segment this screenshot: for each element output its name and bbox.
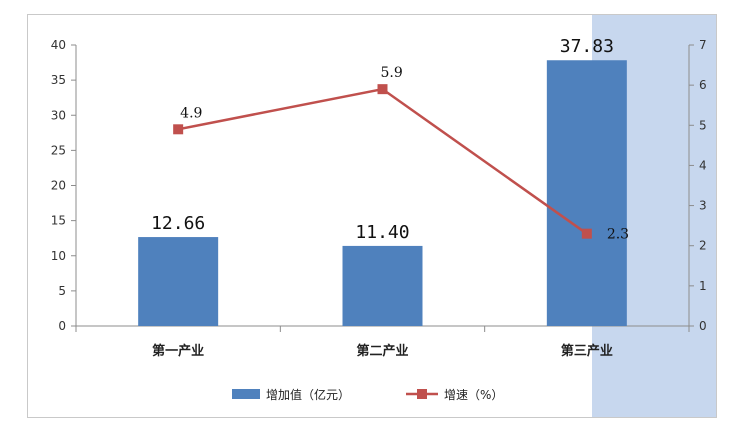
right-tick-label: 6 [699,78,707,92]
right-tick-label: 0 [699,319,707,333]
chart-frame: 0 5 10 15 20 25 30 35 40 0 1 2 3 4 5 6 7 第一产业 第二产业 第三产业 12.6… [27,14,717,418]
bar-value-label: 11.40 [355,222,409,243]
right-tick-label: 3 [699,199,707,213]
left-tick-label: 5 [58,284,66,298]
left-tick-label: 10 [51,249,66,263]
line-point-marker [173,124,184,135]
legend-line-marker [417,389,427,399]
legend-bar-swatch [232,389,260,399]
line-point-marker [581,228,592,239]
bar [546,60,627,326]
line-value-label: 5.9 [381,65,403,81]
bar [138,237,219,326]
right-tick-label: 7 [699,38,707,52]
bar-value-label: 12.66 [151,213,205,234]
growth-line [177,87,588,235]
line-value-label: 4.9 [180,105,202,121]
bar [342,245,423,326]
x-category-label: 第三产业 [561,343,613,359]
bar-value-label: 37.83 [560,36,614,57]
line-value-label: 2.3 [607,227,629,243]
legend-bar-label: 增加值（亿元） [266,387,350,402]
left-tick-label: 30 [51,108,66,122]
x-category-label: 第二产业 [356,343,408,359]
line-point-marker [377,84,388,95]
left-tick-label: 15 [51,214,66,228]
left-tick-label: 0 [58,319,66,333]
left-tick-label: 25 [51,143,66,157]
left-tick-label: 35 [51,73,66,87]
right-tick-label: 1 [699,279,707,293]
x-category-label: 第一产业 [152,343,204,359]
right-tick-label: 5 [699,118,707,132]
right-tick-label: 2 [699,239,707,253]
legend-line-label: 增速（%） [444,388,503,402]
combo-chart: 0 5 10 15 20 25 30 35 40 0 1 2 3 4 5 6 7 第一产业 第二产业 第三产业 12.6… [51,36,707,402]
left-tick-label: 20 [51,179,66,193]
right-tick-label: 4 [699,158,707,172]
left-tick-label: 40 [51,38,66,52]
